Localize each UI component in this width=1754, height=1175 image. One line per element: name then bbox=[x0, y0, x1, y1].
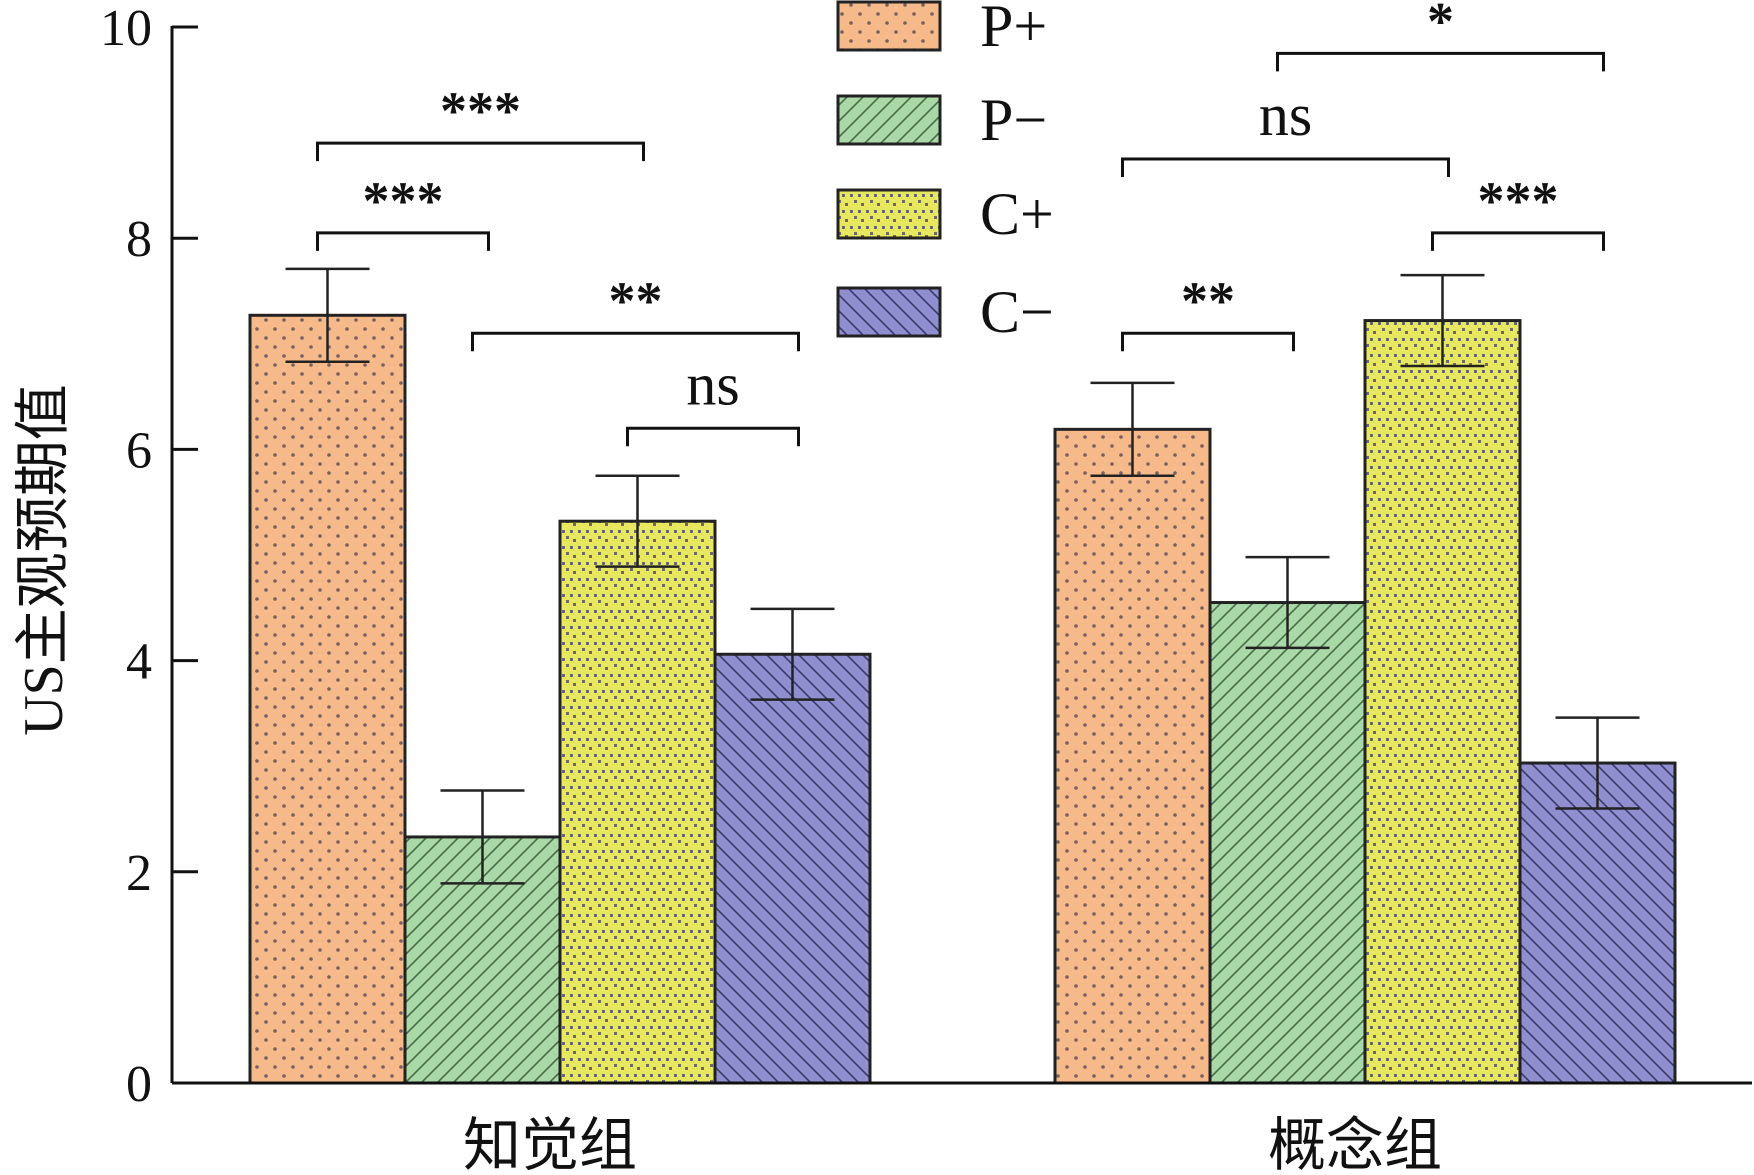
y-tick-label: 10 bbox=[100, 0, 152, 57]
significance-bracket: ns bbox=[1121, 82, 1450, 177]
y-axis: 0 2 4 6 8 10 bbox=[100, 0, 198, 1113]
error-bar bbox=[750, 607, 835, 701]
legend-item: C− bbox=[836, 279, 1054, 345]
legend-item: C+ bbox=[836, 181, 1054, 247]
bar-C+-概念组 bbox=[1363, 319, 1522, 1085]
y-tick-label: 2 bbox=[126, 845, 152, 902]
significance-bracket: *** bbox=[316, 171, 490, 251]
legend-item: P− bbox=[836, 87, 1047, 153]
error-bar bbox=[1555, 716, 1640, 810]
legend-swatch bbox=[836, 188, 942, 240]
legend-swatch bbox=[836, 286, 942, 338]
bar-C−-概念组 bbox=[1518, 761, 1677, 1085]
y-tick-label: 8 bbox=[126, 211, 152, 268]
y-tick-label: 0 bbox=[126, 1056, 152, 1113]
significance-bracket: ** bbox=[471, 271, 800, 352]
legend-label: C+ bbox=[980, 181, 1054, 247]
legend-label: C− bbox=[980, 279, 1054, 345]
legend-swatch bbox=[836, 0, 942, 52]
bars-layer bbox=[248, 313, 1677, 1085]
significance-label: * bbox=[1427, 0, 1454, 51]
significance-bracket: *** bbox=[1431, 171, 1605, 251]
bar-P+-知觉组 bbox=[248, 313, 407, 1085]
error-bar bbox=[285, 267, 370, 364]
error-bar bbox=[595, 474, 680, 568]
bar-C+-知觉组 bbox=[558, 519, 717, 1085]
legend: P+ P− C+ C− bbox=[836, 0, 1054, 345]
bracket-line bbox=[1276, 51, 1605, 72]
y-tick-label: 4 bbox=[126, 634, 152, 691]
bracket-line bbox=[316, 231, 490, 251]
significance-label: ** bbox=[609, 271, 663, 331]
x-category-label: 概念组 bbox=[1268, 1113, 1442, 1175]
error-bar bbox=[1245, 555, 1330, 650]
significance-bracket: ns bbox=[626, 351, 800, 447]
y-tick-label: 6 bbox=[126, 422, 152, 479]
bracket-line bbox=[626, 426, 800, 447]
error-bar bbox=[1090, 381, 1175, 478]
x-axis: 知觉组 概念组 bbox=[172, 1081, 1752, 1175]
significance-bracket: ** bbox=[1121, 271, 1295, 352]
bracket-line bbox=[471, 331, 800, 352]
bracket-line bbox=[1121, 331, 1295, 352]
bracket-line bbox=[1431, 231, 1605, 251]
significance-label: *** bbox=[440, 81, 521, 141]
bar-P+-概念组 bbox=[1053, 427, 1212, 1085]
significance-label: ns bbox=[1259, 82, 1312, 148]
bracket-line bbox=[316, 141, 645, 162]
significance-label: ns bbox=[686, 351, 739, 417]
bar-P−-概念组 bbox=[1208, 601, 1367, 1085]
significance-label: *** bbox=[1478, 171, 1559, 231]
y-axis-label: US主观预期值 bbox=[13, 384, 75, 736]
bracket-line bbox=[1121, 157, 1450, 177]
legend-swatch bbox=[836, 94, 942, 146]
x-category-label: 知觉组 bbox=[463, 1113, 637, 1175]
error-bar bbox=[440, 789, 525, 885]
significance-bracket: *** bbox=[316, 81, 645, 162]
legend-label: P− bbox=[980, 87, 1047, 153]
significance-label: *** bbox=[363, 171, 444, 231]
legend-item: P+ bbox=[836, 0, 1047, 59]
legend-label: P+ bbox=[980, 0, 1047, 59]
error-bars-layer bbox=[285, 267, 1640, 885]
significance-label: ** bbox=[1181, 271, 1235, 331]
significance-bracket: * bbox=[1276, 0, 1605, 72]
error-bar bbox=[1400, 273, 1485, 368]
bar-C−-知觉组 bbox=[713, 652, 872, 1085]
